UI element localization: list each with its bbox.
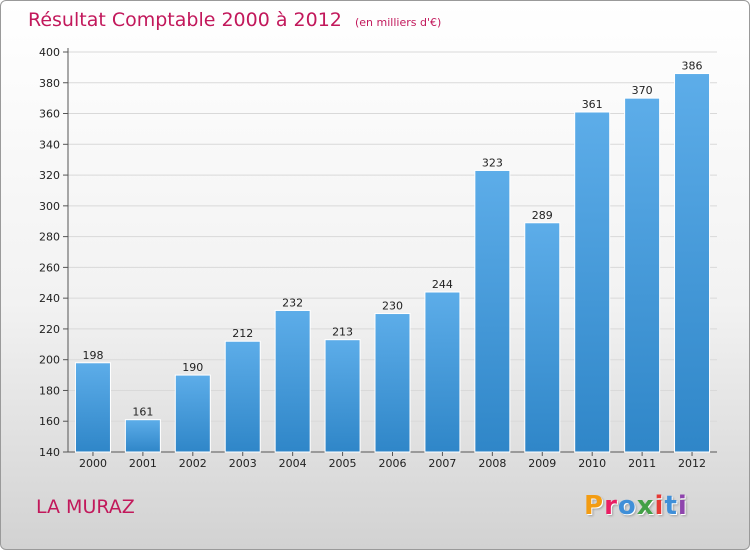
proxiti-logo: Proxiti (584, 491, 688, 521)
x-tick-label: 2002 (179, 457, 207, 470)
x-tick-label: 2012 (678, 457, 706, 470)
bar-value-label: 190 (182, 361, 203, 374)
y-tick-label: 300 (39, 200, 60, 213)
bar-value-label: 212 (232, 327, 253, 340)
bar (524, 222, 561, 453)
bar (224, 340, 261, 453)
y-tick-label: 140 (39, 446, 60, 459)
y-tick-label: 280 (39, 231, 60, 244)
bar-value-label: 289 (532, 209, 553, 222)
bar (274, 309, 311, 453)
bar-value-label: 161 (132, 406, 153, 419)
commune-name: LA MURAZ (36, 496, 135, 518)
logo-letter: t (664, 491, 678, 521)
y-tick-label: 340 (39, 138, 60, 151)
bar-value-label: 230 (382, 300, 403, 313)
bar (674, 73, 711, 453)
bar (74, 362, 111, 453)
x-tick-label: 2006 (379, 457, 407, 470)
bar-value-label: 361 (582, 98, 603, 111)
y-tick-label: 240 (39, 292, 60, 305)
y-tick-label: 180 (39, 384, 60, 397)
bar (324, 339, 361, 453)
x-tick-label: 2010 (578, 457, 606, 470)
bar (424, 291, 461, 453)
x-tick-label: 2005 (329, 457, 357, 470)
bar-value-label: 213 (332, 326, 353, 339)
logo-letter: o (617, 491, 637, 521)
logo-letter: r (604, 491, 618, 521)
y-tick-label: 200 (39, 354, 60, 367)
y-tick-label: 400 (39, 46, 60, 59)
logo-letter: i (677, 491, 688, 521)
bar (124, 419, 161, 453)
bar-value-label: 232 (282, 296, 303, 309)
unit-text: (en milliers d'€) (354, 16, 442, 29)
x-tick-label: 2003 (229, 457, 257, 470)
bar-value-label: 370 (632, 84, 653, 97)
bar (624, 97, 661, 453)
y-tick-label: 260 (39, 261, 60, 274)
x-tick-label: 2009 (528, 457, 556, 470)
bar-value-label: 244 (432, 278, 453, 291)
bar (374, 313, 411, 453)
logo-letter: x (636, 491, 655, 521)
x-tick-label: 2007 (428, 457, 456, 470)
title-text: Résultat Comptable 2000 à 2012 (28, 9, 342, 31)
chart-title: Résultat Comptable 2000 à 2012 (en milli… (28, 9, 441, 31)
bar-value-label: 386 (682, 60, 703, 73)
x-tick-label: 2008 (478, 457, 506, 470)
bar (474, 169, 511, 453)
bar-value-label: 198 (82, 349, 103, 362)
x-tick-label: 2011 (628, 457, 656, 470)
y-tick-label: 160 (39, 415, 60, 428)
x-tick-label: 2001 (129, 457, 157, 470)
bar (174, 374, 211, 453)
y-tick-label: 220 (39, 323, 60, 336)
y-tick-label: 320 (39, 169, 60, 182)
logo-letter: P (584, 491, 605, 521)
logo-letter: i (654, 491, 665, 521)
bar-value-label: 323 (482, 156, 503, 169)
y-tick-label: 360 (39, 108, 60, 121)
x-tick-label: 2004 (279, 457, 307, 470)
x-tick-label: 2000 (79, 457, 107, 470)
bar (574, 111, 611, 453)
y-tick-label: 380 (39, 77, 60, 90)
